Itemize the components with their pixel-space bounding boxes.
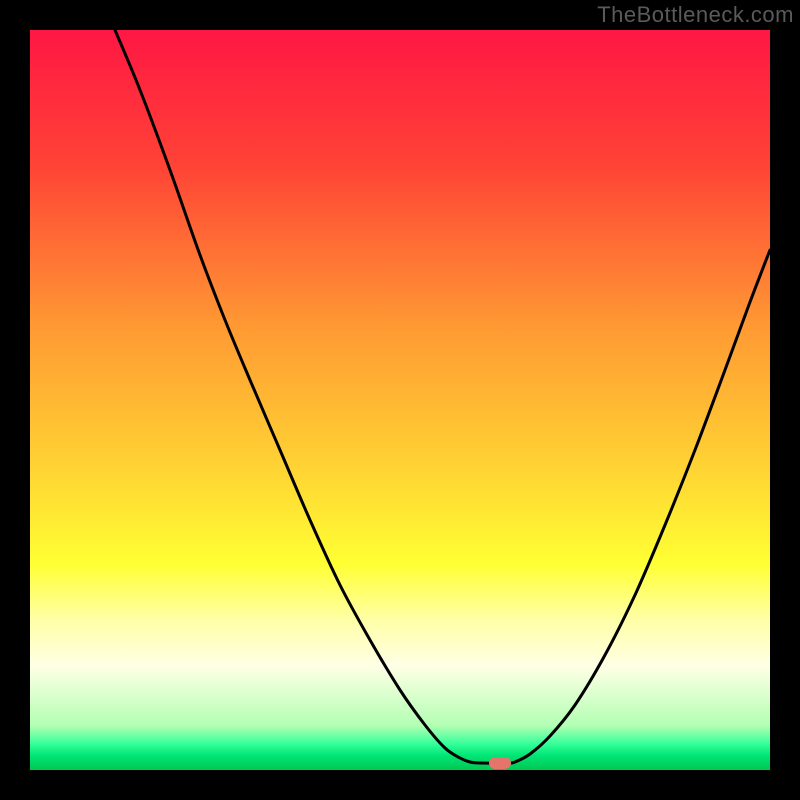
plot-area <box>30 30 770 770</box>
bottleneck-curve <box>30 30 770 770</box>
chart-frame: TheBottleneck.com <box>0 0 800 800</box>
watermark-text: TheBottleneck.com <box>597 2 794 28</box>
minimum-marker <box>489 757 511 769</box>
